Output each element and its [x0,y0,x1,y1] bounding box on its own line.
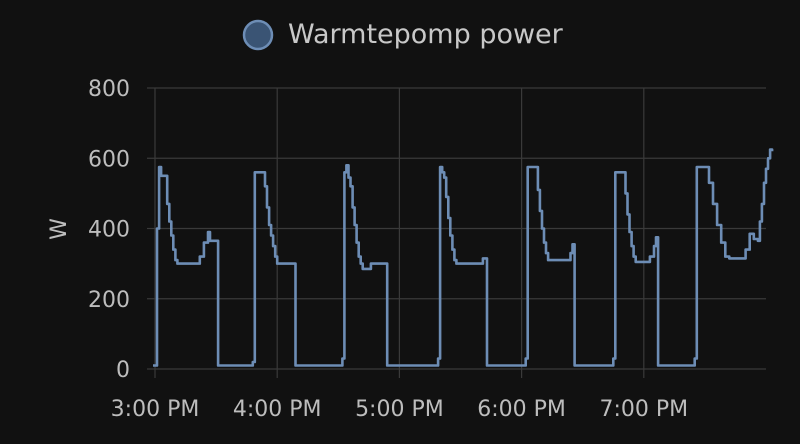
x-tick-label: 5:00 PM [355,397,444,422]
y-axis-title: W [47,218,72,240]
grid [154,87,766,370]
legend[interactable]: Warmtepomp power [242,19,564,51]
x-axis: 3:00 PM 4:00 PM 5:00 PM 6:00 PM 7:00 PM [111,369,688,422]
x-tick-label: 3:00 PM [111,397,200,422]
y-tick-label: 200 [88,288,130,313]
series-layer [153,148,774,367]
x-tick-label: 4:00 PM [233,397,322,422]
legend-label: Warmtepomp power [288,19,564,50]
series-line-0[interactable] [153,148,774,367]
y-tick-label: 400 [88,218,130,243]
y-axis: 0 200 400 600 800 [88,77,155,383]
x-tick-label: 7:00 PM [599,397,688,422]
y-tick-label: 0 [116,358,130,383]
y-tick-label: 600 [88,147,130,172]
y-tick-label: 800 [88,77,130,102]
legend-swatch [242,19,274,51]
x-tick-label: 6:00 PM [477,397,566,422]
